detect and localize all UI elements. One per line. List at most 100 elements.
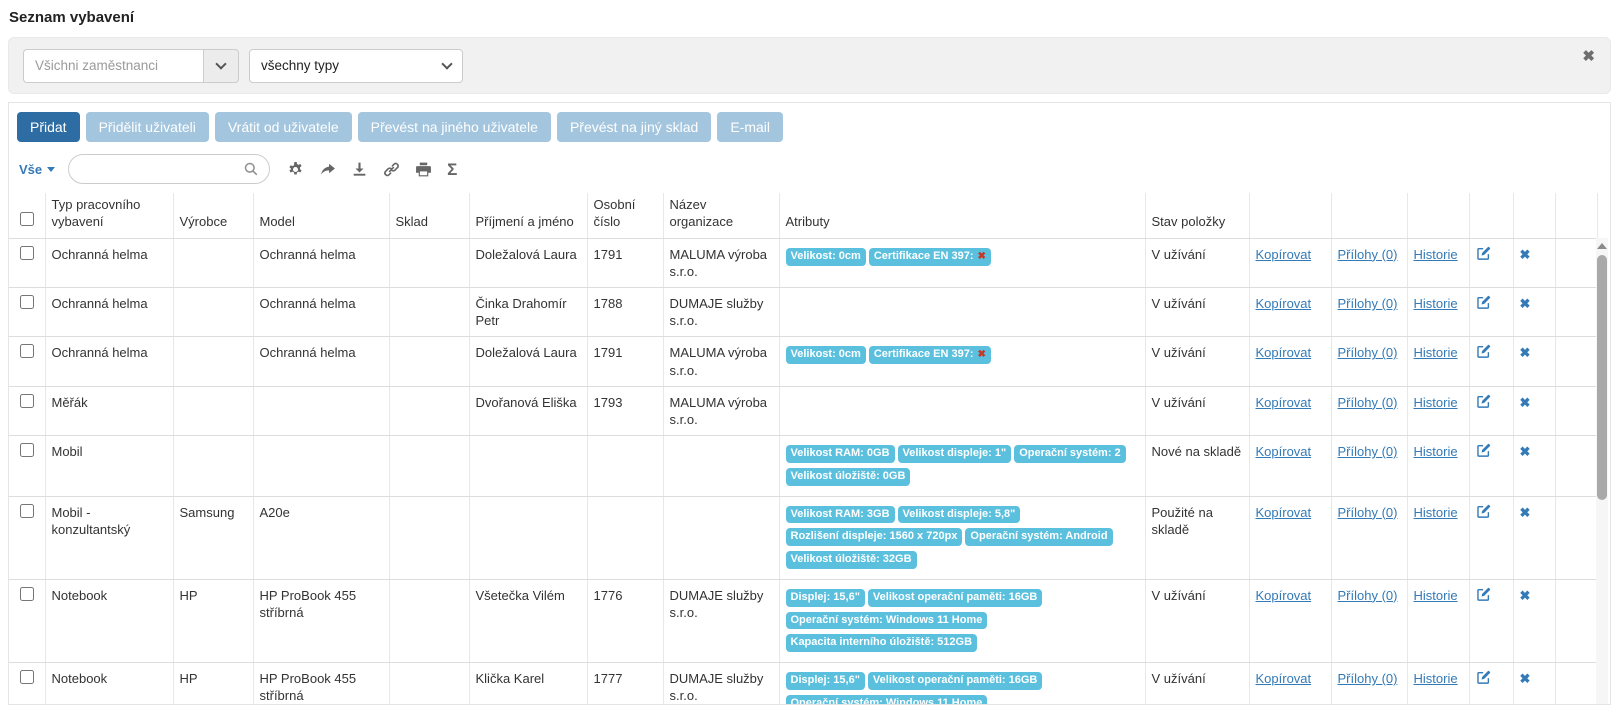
- gear-icon[interactable]: [287, 161, 304, 178]
- delete-icon[interactable]: ✖: [1519, 345, 1531, 361]
- cell-type: Notebook: [45, 662, 174, 704]
- attribute-badge: Velikost operační paměti: 16GB: [867, 672, 1043, 690]
- edit-icon[interactable]: [1476, 443, 1491, 458]
- row-checkbox[interactable]: [20, 586, 34, 601]
- column-header-delete: [1513, 193, 1556, 239]
- chevron-down-icon: [441, 57, 453, 70]
- cell-manufacturer: Samsung: [173, 496, 254, 580]
- table-scrollbar[interactable]: [1596, 238, 1608, 704]
- history-link[interactable]: Historie: [1413, 394, 1458, 410]
- history-link[interactable]: Historie: [1413, 671, 1458, 687]
- attachments-link[interactable]: Přílohy (0): [1337, 587, 1398, 603]
- history-link[interactable]: Historie: [1413, 345, 1458, 361]
- attachments-link[interactable]: Přílohy (0): [1337, 246, 1398, 262]
- add-button[interactable]: Přidat: [17, 112, 80, 142]
- attachments-link[interactable]: Přílohy (0): [1337, 394, 1398, 410]
- delete-icon[interactable]: ✖: [1519, 394, 1531, 410]
- cell-manufacturer: HP: [173, 579, 254, 664]
- cell-model: Ochranná helma: [253, 336, 390, 387]
- return-from-user-button[interactable]: Vrátit od uživatele: [214, 112, 352, 142]
- edit-icon[interactable]: [1476, 295, 1491, 310]
- cell-personal_number: 1791: [587, 238, 664, 289]
- copy-link[interactable]: Kopírovat: [1255, 504, 1312, 520]
- cell-full_name: [469, 496, 588, 580]
- history-link[interactable]: Historie: [1413, 296, 1458, 312]
- search-input[interactable]: [79, 160, 244, 178]
- scroll-up-arrow-icon[interactable]: [1597, 243, 1607, 249]
- delete-icon[interactable]: ✖: [1519, 296, 1531, 312]
- cell-model: Ochranná helma: [253, 287, 390, 338]
- history-link[interactable]: Historie: [1413, 246, 1458, 262]
- assign-user-button[interactable]: Přidělit uživateli: [85, 112, 209, 142]
- row-checkbox[interactable]: [20, 295, 34, 310]
- attribute-badge: Velikost: 0cm: [785, 247, 866, 266]
- edit-icon[interactable]: [1476, 394, 1491, 409]
- edit-icon[interactable]: [1476, 587, 1491, 602]
- delete-icon[interactable]: ✖: [1519, 587, 1531, 603]
- cell-type: Mobil - konzultantský: [45, 496, 174, 580]
- scope-dropdown[interactable]: Vše: [19, 162, 56, 177]
- cell-organization: [663, 435, 780, 497]
- equipment-table: Typ pracovního vybavení Výrobce Model Sklad…: [9, 193, 1598, 704]
- copy-link[interactable]: Kopírovat: [1255, 296, 1312, 312]
- attachments-link[interactable]: Přílohy (0): [1337, 444, 1398, 460]
- sigma-icon[interactable]: Σ: [447, 159, 458, 179]
- download-icon[interactable]: [351, 161, 368, 178]
- transfer-to-warehouse-button[interactable]: Převést na jiný sklad: [556, 112, 712, 142]
- column-header-personal_number: Osobní číslo: [587, 193, 664, 239]
- cell-organization: [663, 496, 780, 580]
- delete-icon[interactable]: ✖: [1519, 504, 1531, 520]
- filter-bar: všechny typy ✖: [8, 37, 1611, 94]
- attribute-badge: Velikost úložiště: 32GB: [785, 551, 917, 569]
- edit-icon[interactable]: [1476, 344, 1491, 359]
- cell-model: Ochranná helma: [253, 238, 390, 289]
- edit-icon[interactable]: [1476, 670, 1491, 685]
- attachments-link[interactable]: Přílohy (0): [1337, 504, 1398, 520]
- delete-icon[interactable]: ✖: [1519, 444, 1531, 460]
- row-checkbox[interactable]: [20, 443, 34, 458]
- column-header-spacer: [1555, 193, 1598, 239]
- cell-organization: DUMAJE služby s.r.o.: [663, 662, 780, 704]
- history-link[interactable]: Historie: [1413, 587, 1458, 603]
- table-toolbar: Vše Σ: [9, 147, 1610, 193]
- row-checkbox[interactable]: [20, 670, 34, 685]
- print-icon[interactable]: [415, 161, 432, 178]
- cell-status: V užívání: [1145, 662, 1250, 704]
- scrollbar-thumb[interactable]: [1597, 255, 1607, 500]
- attachments-link[interactable]: Přílohy (0): [1337, 296, 1398, 312]
- cell-organization: MALUMA výroba s.r.o.: [663, 336, 780, 387]
- attribute-badge: Velikost úložiště: 0GB: [785, 467, 911, 486]
- email-button[interactable]: E-mail: [717, 112, 784, 142]
- attribute-badge: Certifikace EN 397: ✖: [868, 346, 991, 365]
- share-icon[interactable]: [319, 161, 336, 178]
- edit-icon[interactable]: [1476, 504, 1491, 519]
- employee-filter-input[interactable]: [23, 48, 203, 83]
- delete-icon[interactable]: ✖: [1519, 671, 1531, 687]
- row-checkbox[interactable]: [20, 393, 34, 408]
- select-all-checkbox[interactable]: [20, 211, 34, 226]
- delete-icon[interactable]: ✖: [1519, 246, 1531, 262]
- row-checkbox[interactable]: [20, 245, 34, 260]
- column-header-organization: Název organizace: [663, 193, 780, 239]
- attachments-link[interactable]: Přílohy (0): [1337, 671, 1398, 687]
- row-checkbox[interactable]: [20, 503, 34, 518]
- history-link[interactable]: Historie: [1413, 504, 1458, 520]
- attribute-badge: Kapacita interního úložiště: 512GB: [785, 634, 978, 653]
- copy-link[interactable]: Kopírovat: [1255, 444, 1312, 460]
- copy-link[interactable]: Kopírovat: [1255, 671, 1312, 687]
- employee-filter-dropdown-button[interactable]: [203, 48, 239, 83]
- table-row: Mobil - konzultantský Samsung A20e Velikost…: [9, 496, 1598, 580]
- close-icon[interactable]: ✖: [1582, 48, 1595, 65]
- row-checkbox[interactable]: [20, 344, 34, 359]
- type-filter-select[interactable]: všechny typy: [249, 48, 463, 83]
- copy-link[interactable]: Kopírovat: [1255, 394, 1312, 410]
- attachments-link[interactable]: Přílohy (0): [1337, 345, 1398, 361]
- link-icon[interactable]: [383, 161, 400, 178]
- transfer-to-user-button[interactable]: Převést na jiného uživatele: [357, 112, 551, 142]
- copy-link[interactable]: Kopírovat: [1255, 345, 1312, 361]
- edit-icon[interactable]: [1476, 246, 1491, 261]
- copy-link[interactable]: Kopírovat: [1255, 246, 1312, 262]
- copy-link[interactable]: Kopírovat: [1255, 587, 1312, 603]
- history-link[interactable]: Historie: [1413, 444, 1458, 460]
